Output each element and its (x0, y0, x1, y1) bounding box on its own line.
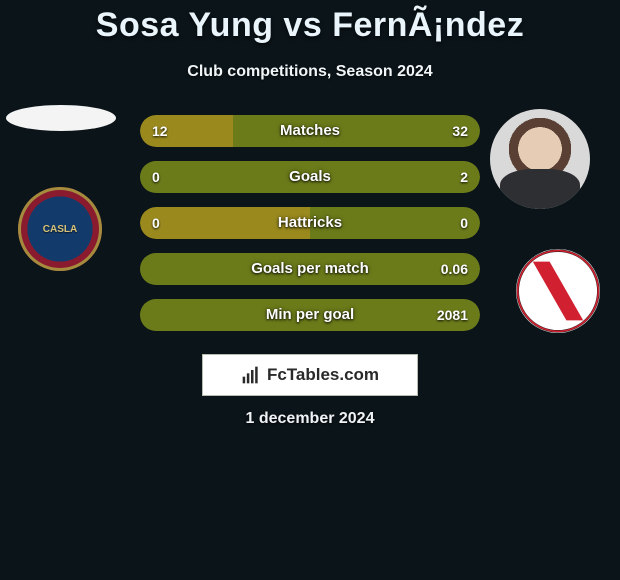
player1-avatar (6, 105, 116, 131)
stat-bars: Matches1232 Goals02 Hattricks00 Goals per m… (140, 115, 480, 345)
brand-text: FcTables.com (267, 365, 379, 385)
player2-avatar (490, 109, 590, 209)
stat-row: Matches1232 (140, 115, 480, 147)
page-title: Sosa Yung vs FernÃ¡ndez (0, 0, 620, 45)
bar-chart-icon (241, 365, 261, 385)
stat-bar-right (140, 299, 480, 331)
footer-date: 1 december 2024 (0, 410, 620, 428)
stat-bar-right (140, 161, 480, 193)
stat-bar-right (310, 207, 480, 239)
river-crest-icon (516, 249, 600, 333)
comparison-stage: CASLA Matches1232 Goals02 Hattricks00 Goals… (0, 115, 620, 355)
stat-bar-left (140, 207, 310, 239)
player2-club-crest (516, 249, 600, 333)
stat-bar-right (140, 253, 480, 285)
stat-row: Goals02 (140, 161, 480, 193)
stat-row: Hattricks00 (140, 207, 480, 239)
crest-left-text: CASLA (43, 224, 77, 235)
player1-club-crest: CASLA (18, 187, 102, 271)
stat-bar-left (140, 115, 233, 147)
stat-bar-right (233, 115, 480, 147)
stat-row: Goals per match0.06 (140, 253, 480, 285)
stat-row: Min per goal2081 (140, 299, 480, 331)
page-subtitle: Club competitions, Season 2024 (0, 63, 620, 81)
brand-attribution: FcTables.com (202, 354, 418, 396)
